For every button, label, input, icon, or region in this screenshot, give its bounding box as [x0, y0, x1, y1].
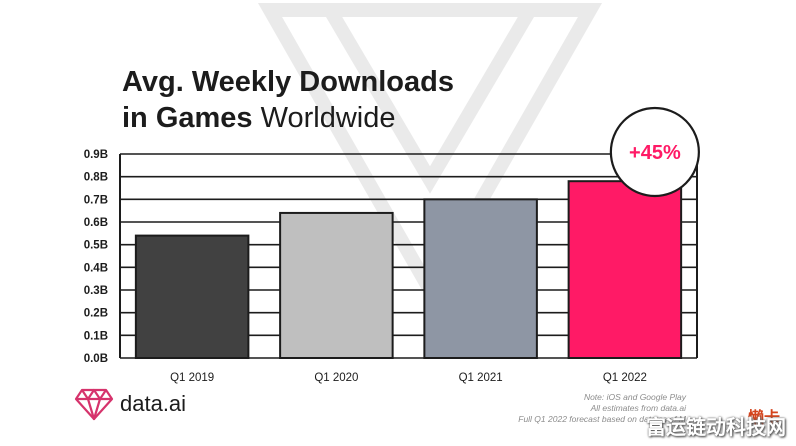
x-tick-label: Q1 2022: [603, 372, 647, 384]
axes: [119, 154, 698, 358]
title-line-2-bold: in Games: [122, 102, 253, 134]
y-tick-label: 0.3B: [84, 285, 108, 297]
bars: [134, 180, 683, 360]
note-line-1: Note: iOS and Google Play: [583, 392, 686, 402]
y-tick-label: 0.9B: [84, 149, 108, 161]
x-tick-labels: Q1 2019 Q1 2020 Q1 2021 Q1 2022: [170, 372, 647, 384]
diamond-logo-icon: [74, 388, 114, 421]
x-tick-label: Q1 2019: [170, 372, 214, 384]
background-diamond-watermark: [257, 3, 603, 305]
brand-logo: data.ai: [74, 386, 186, 422]
bar: [279, 211, 394, 359]
y-tick-label: 0.7B: [84, 194, 108, 206]
y-tick-label: 0.4B: [84, 262, 108, 274]
bar: [134, 234, 250, 360]
chart-title: Avg. Weekly Downloads in Games Worldwide: [122, 64, 454, 136]
note-line-3: Full Q1 2022 forecast based on data as o…: [518, 414, 686, 424]
title-line-1: Avg. Weekly Downloads: [122, 66, 454, 98]
note-line-2: All estimates from data.ai: [590, 403, 686, 413]
y-tick-label: 0.5B: [84, 240, 108, 252]
y-tick-label: 0.6B: [84, 217, 108, 229]
x-tick-label: Q1 2021: [459, 372, 503, 384]
corner-logo-text: 懒卡: [747, 410, 780, 427]
bar: [567, 180, 683, 359]
y-tick-label: 0.0B: [84, 353, 108, 365]
annotation-circle: [609, 106, 700, 198]
source-notes: Note: iOS and Google Play All estimates …: [518, 392, 686, 425]
brand-name: data.ai: [120, 391, 187, 416]
x-tick-label: Q1 2020: [314, 372, 358, 384]
corner-watermark-text: 富运链动科技网: [646, 417, 786, 439]
y-tick-labels: 0.0B 0.1B 0.2B 0.3B 0.4B 0.5B 0.6B 0.7B 0.8B 0.9B: [84, 149, 108, 365]
y-tick-label: 0.8B: [84, 172, 108, 184]
y-tick-label: 0.2B: [84, 308, 108, 320]
bar: [423, 198, 538, 359]
annotation-label: +45%: [629, 142, 681, 164]
title-line-2-regular: Worldwide: [260, 102, 396, 134]
y-tick-label: 0.1B: [84, 330, 108, 342]
growth-annotation: +45%: [609, 106, 700, 198]
